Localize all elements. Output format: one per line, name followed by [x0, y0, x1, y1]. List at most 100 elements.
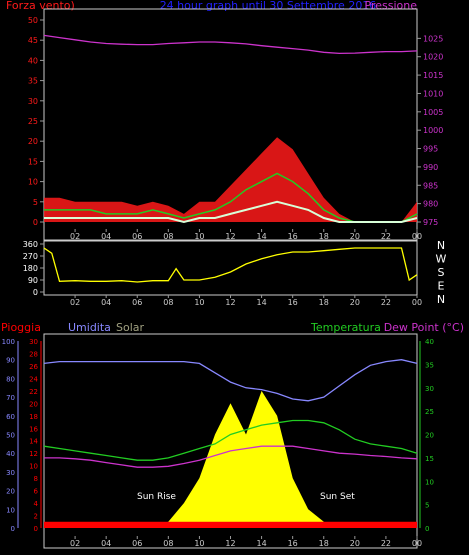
y-tick-label-rain: 10: [29, 463, 38, 471]
y-tick-label-humidity: 40: [6, 450, 15, 458]
y-tick-label-wind: 25: [28, 117, 38, 126]
y-tick-label-wind: 40: [28, 56, 38, 65]
series-solar-area: [44, 390, 417, 528]
y-tick-label-pressure: 975: [423, 218, 438, 227]
x-tick-label-weather: 22: [381, 539, 391, 548]
x-tick-label-wind: 18: [319, 232, 329, 241]
y-tick-label-rain: 24: [29, 375, 38, 383]
panel-weather-frame: [43, 333, 418, 549]
x-tick-label-dir: 20: [350, 298, 360, 307]
y-tick-label-pressure: 1025: [423, 34, 443, 43]
x-tick-label-dir: 06: [132, 298, 142, 307]
compass-label: W: [436, 253, 447, 266]
y-tick-label-pressure: 1020: [423, 53, 443, 62]
x-tick-label-wind: 04: [101, 232, 111, 241]
x-tick-label-wind: 00: [412, 232, 422, 241]
y-tick-label-humidity: 10: [6, 506, 15, 514]
x-tick-label-weather: 10: [194, 539, 204, 548]
series-dewpoint-line: [44, 445, 418, 468]
y-tick-label-rain: 2: [34, 513, 38, 521]
header-title: 24 hour graph until 30 Settembre 2016: [160, 0, 377, 12]
x-tick-label-wind: 06: [132, 232, 142, 241]
y-tick-label-wind: 10: [28, 178, 38, 187]
x-tick-label-dir: 04: [101, 298, 111, 307]
y-tick-label-direction: 180: [23, 264, 38, 273]
y-tick-label-temperature: 10: [425, 478, 434, 486]
x-tick-label-weather: 04: [101, 539, 111, 548]
y-tick-label-rain: 26: [29, 363, 38, 371]
y-tick-label-humidity: 100: [2, 338, 15, 346]
x-tick-label-weather: 14: [256, 539, 266, 548]
annotation-sun-rise: Sun Rise: [137, 492, 176, 502]
y-tick-label-humidity: 50: [6, 432, 15, 440]
x-tick-label-weather: 12: [225, 539, 235, 548]
y-tick-label-direction: 90: [28, 276, 38, 285]
x-tick-label-wind: 02: [70, 232, 80, 241]
y-tick-label-wind: 0: [33, 218, 38, 227]
y-tick-label-rain: 16: [29, 425, 38, 433]
series-direction-line: [43, 247, 418, 283]
x-tick-label-wind: 12: [225, 232, 235, 241]
series-pressure-line: [43, 34, 418, 55]
y-tick-label-wind: 15: [28, 157, 38, 166]
y-tick-label-humidity: 20: [6, 488, 15, 496]
header-right: Pressione: [365, 0, 418, 12]
y-tick-label-rain: 4: [34, 500, 39, 508]
series-gust-area: [44, 137, 417, 222]
y-tick-label-humidity: 0: [11, 525, 15, 533]
y-tick-label-temperature: 40: [425, 338, 434, 346]
y-tick-label-pressure: 990: [423, 163, 438, 172]
x-tick-label-dir: 02: [70, 298, 80, 307]
x-tick-label-wind: 22: [381, 232, 391, 241]
legend-temperatura: Temperatura: [310, 321, 381, 334]
y-tick-label-pressure: 1005: [423, 108, 443, 117]
series-rain-bar: [44, 521, 417, 528]
x-tick-label-wind: 20: [350, 232, 360, 241]
x-tick-label-weather: 20: [350, 539, 360, 548]
y-tick-label-pressure: 985: [423, 181, 438, 190]
series-wind-min-line: [44, 200, 418, 224]
y-tick-label-rain: 18: [29, 413, 38, 421]
y-tick-label-pressure: 1015: [423, 71, 443, 80]
legend-pioggia: Pioggia: [1, 321, 41, 334]
y-tick-label-direction: 0: [33, 288, 38, 297]
x-tick-label-dir: 12: [225, 298, 235, 307]
legend-dewpoint: Dew Point (°C): [384, 321, 464, 334]
y-tick-label-rain: 0: [34, 525, 38, 533]
legend-umidita: Umidita: [68, 321, 111, 334]
y-tick-label-humidity: 60: [6, 413, 15, 421]
y-tick-label-direction: 360: [23, 240, 38, 249]
y-tick-label-rain: 28: [29, 350, 38, 358]
compass-label: N: [437, 293, 445, 306]
y-tick-label-rain: 6: [34, 488, 39, 496]
y-tick-label-rain: 22: [29, 388, 38, 396]
series-temperature-line: [43, 419, 418, 461]
legend-solar: Solar: [116, 321, 145, 334]
compass-label: E: [438, 280, 445, 293]
x-tick-label-wind: 14: [256, 232, 266, 241]
y-tick-label-pressure: 995: [423, 145, 438, 154]
x-tick-label-weather: 06: [132, 539, 142, 548]
y-tick-label-humidity: 30: [6, 469, 15, 477]
x-tick-label-dir: 22: [381, 298, 391, 307]
y-tick-label-rain: 8: [34, 475, 38, 483]
y-tick-label-temperature: 0: [425, 525, 429, 533]
panel-wind-frame: [43, 8, 418, 242]
y-tick-label-humidity: 70: [6, 394, 15, 402]
x-tick-label-dir: 16: [288, 298, 298, 307]
x-tick-label-dir: 14: [256, 298, 266, 307]
x-tick-label-weather: 00: [412, 539, 422, 548]
y-tick-label-temperature: 25: [425, 408, 434, 416]
y-tick-label-temperature: 15: [425, 455, 434, 463]
x-tick-label-wind: 16: [288, 232, 298, 241]
y-tick-label-pressure: 980: [423, 200, 438, 209]
y-tick-label-pressure: 1010: [423, 89, 443, 98]
x-tick-label-dir: 18: [319, 298, 329, 307]
compass-label: S: [438, 266, 445, 279]
x-tick-label-dir: 10: [194, 298, 204, 307]
y-tick-label-humidity: 90: [6, 357, 15, 365]
y-tick-label-rain: 12: [29, 450, 38, 458]
x-tick-label-weather: 02: [70, 539, 80, 548]
